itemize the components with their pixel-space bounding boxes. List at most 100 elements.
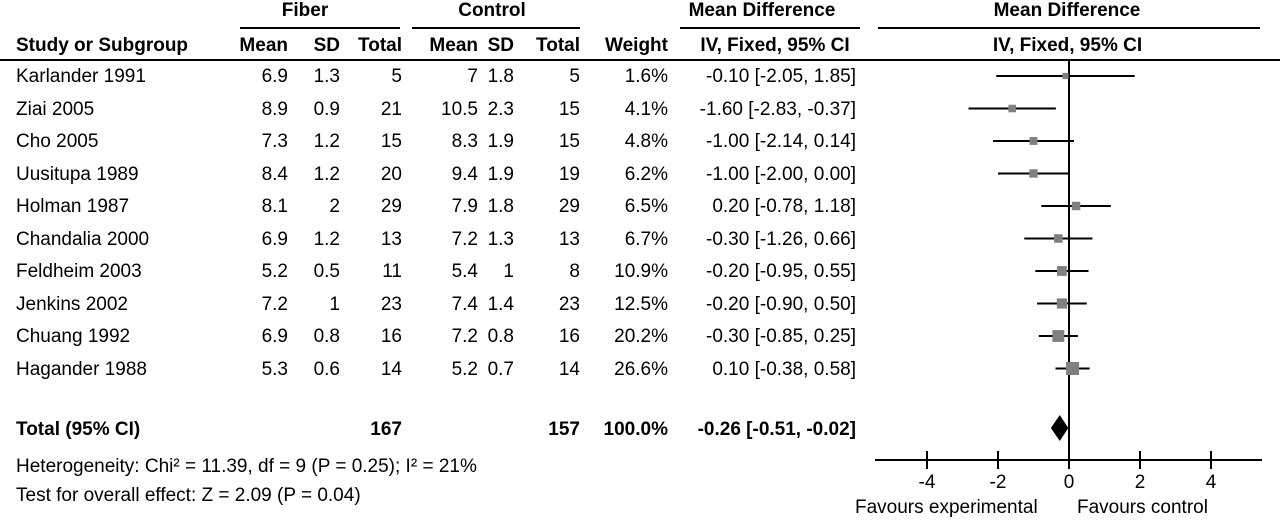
- fiber-total: 23: [380, 293, 402, 315]
- control-sd: 0.7: [487, 358, 514, 380]
- study-header: Study or Subgroup: [16, 35, 189, 56]
- total1-value: 167: [370, 419, 402, 440]
- fiber-mean: 6.9: [261, 326, 288, 347]
- total2-value: 157: [548, 419, 580, 440]
- ci-value: 0.10 [-0.38, 0.58]: [712, 358, 856, 380]
- control-mean: 5.4: [451, 261, 478, 282]
- control-total: 19: [558, 163, 580, 185]
- effect-box: [1008, 104, 1016, 113]
- control-mean: 9.4: [451, 163, 478, 185]
- fiber-mean: 8.9: [261, 98, 288, 120]
- control-mean: 5.2: [451, 358, 478, 380]
- control-total: 16: [558, 326, 580, 347]
- weight-value: 10.9%: [614, 261, 668, 282]
- effect-box: [1071, 201, 1081, 211]
- sd2-header: SD: [487, 35, 514, 56]
- control-sd: 2.3: [487, 98, 514, 120]
- control-mean: 7.4: [451, 293, 478, 315]
- effect-box: [1029, 137, 1038, 145]
- control-total: 29: [558, 196, 580, 217]
- fiber-sd: 1: [329, 293, 340, 315]
- study-name: Chandalia 2000: [16, 228, 150, 250]
- control-sd: 1.8: [487, 196, 514, 217]
- weight-value: 12.5%: [614, 293, 668, 315]
- mean1-header: Mean: [239, 35, 288, 56]
- fiber-sd: 1.2: [313, 163, 340, 185]
- fiber-mean: 6.9: [261, 228, 288, 250]
- weight-header: Weight: [605, 35, 668, 56]
- fiber-sd: 1.2: [313, 131, 340, 152]
- fiber-sd: 1.2: [313, 228, 340, 250]
- fiber-total: 21: [380, 98, 402, 120]
- study-name: Feldheim 2003: [16, 261, 142, 282]
- ci-value: -0.10 [-2.05, 1.85]: [706, 66, 856, 87]
- fiber-mean: 5.2: [261, 261, 288, 282]
- fiber-total: 20: [380, 163, 402, 185]
- control-mean: 8.3: [451, 131, 478, 152]
- mean2-header: Mean: [429, 35, 478, 56]
- x-tick-label: -2: [990, 472, 1007, 493]
- control-total: 15: [558, 98, 580, 120]
- ci-value: -1.00 [-2.14, 0.14]: [706, 131, 856, 152]
- x-tick-label: -4: [919, 472, 936, 493]
- fiber-sd: 0.6: [313, 358, 340, 380]
- effect-box: [1066, 361, 1080, 376]
- control-mean: 10.5: [441, 98, 478, 120]
- x-tick-label: 0: [1064, 472, 1075, 493]
- weight-value: 4.1%: [624, 98, 668, 120]
- ci-value: -0.20 [-0.95, 0.55]: [706, 261, 856, 282]
- control-sd: 1.8: [487, 66, 514, 87]
- study-name: Cho 2005: [16, 131, 99, 152]
- md-column-rule: [680, 27, 860, 29]
- total-ci: -0.26 [-0.51, -0.02]: [697, 419, 856, 440]
- heterogeneity-text: Heterogeneity: Chi² = 11.39, df = 9 (P =…: [16, 456, 477, 477]
- effect-box: [1052, 330, 1065, 342]
- control-total: 13: [558, 228, 580, 250]
- weight-value: 6.2%: [624, 163, 668, 185]
- fiber-sd: 2: [329, 196, 340, 217]
- weight-value: 1.6%: [624, 66, 668, 87]
- study-name: Hagander 1988: [16, 358, 147, 380]
- study-name: Jenkins 2002: [16, 293, 128, 315]
- fiber-total: 5: [391, 66, 402, 87]
- fiber-total: 11: [382, 261, 402, 282]
- effect-box: [1057, 266, 1067, 276]
- x-tick-label: 2: [1135, 472, 1146, 493]
- effect-box: [1029, 169, 1038, 178]
- pooled-diamond: [1050, 415, 1069, 441]
- control-sd: 1.9: [487, 131, 514, 152]
- total-weight: 100.0%: [603, 419, 668, 440]
- control-mean: 7: [467, 66, 478, 87]
- study-name: Ziai 2005: [16, 98, 95, 120]
- weight-value: 4.8%: [624, 131, 668, 152]
- fiber-mean: 5.3: [261, 358, 288, 380]
- effect-box: [1062, 72, 1069, 80]
- fiber-mean: 8.4: [261, 163, 288, 185]
- header-rule: [0, 59, 1280, 61]
- control-total: 15: [558, 131, 580, 152]
- favours-control-label: Favours control: [1077, 497, 1208, 518]
- fiber-total: 16: [380, 326, 402, 347]
- group2-rule: [412, 27, 580, 29]
- control-total: 23: [558, 293, 580, 315]
- md-plot-header: Mean Difference: [993, 0, 1141, 21]
- study-name: Karlander 1991: [16, 66, 146, 87]
- group2-header: Control: [458, 0, 526, 21]
- study-name: Uusitupa 1989: [16, 163, 139, 185]
- ci-value: -0.30 [-0.85, 0.25]: [706, 326, 856, 347]
- ci-value: -0.20 [-0.90, 0.50]: [706, 293, 856, 315]
- control-total: 8: [569, 261, 580, 282]
- fiber-mean: 8.1: [261, 196, 288, 217]
- ci-value: -1.60 [-2.83, -0.37]: [699, 98, 856, 120]
- fiber-sd: 0.5: [313, 261, 340, 282]
- control-sd: 1.9: [487, 163, 514, 185]
- control-mean: 7.2: [451, 326, 478, 347]
- group1-rule: [240, 27, 400, 29]
- ci-column-header: IV, Fixed, 95% CI: [700, 35, 850, 56]
- ci-plot-header: IV, Fixed, 95% CI: [992, 35, 1143, 56]
- control-total: 14: [558, 358, 580, 380]
- fiber-total: 14: [380, 358, 402, 380]
- fiber-mean: 7.3: [261, 131, 288, 152]
- fiber-mean: 7.2: [261, 293, 288, 315]
- fiber-sd: 0.9: [313, 98, 340, 120]
